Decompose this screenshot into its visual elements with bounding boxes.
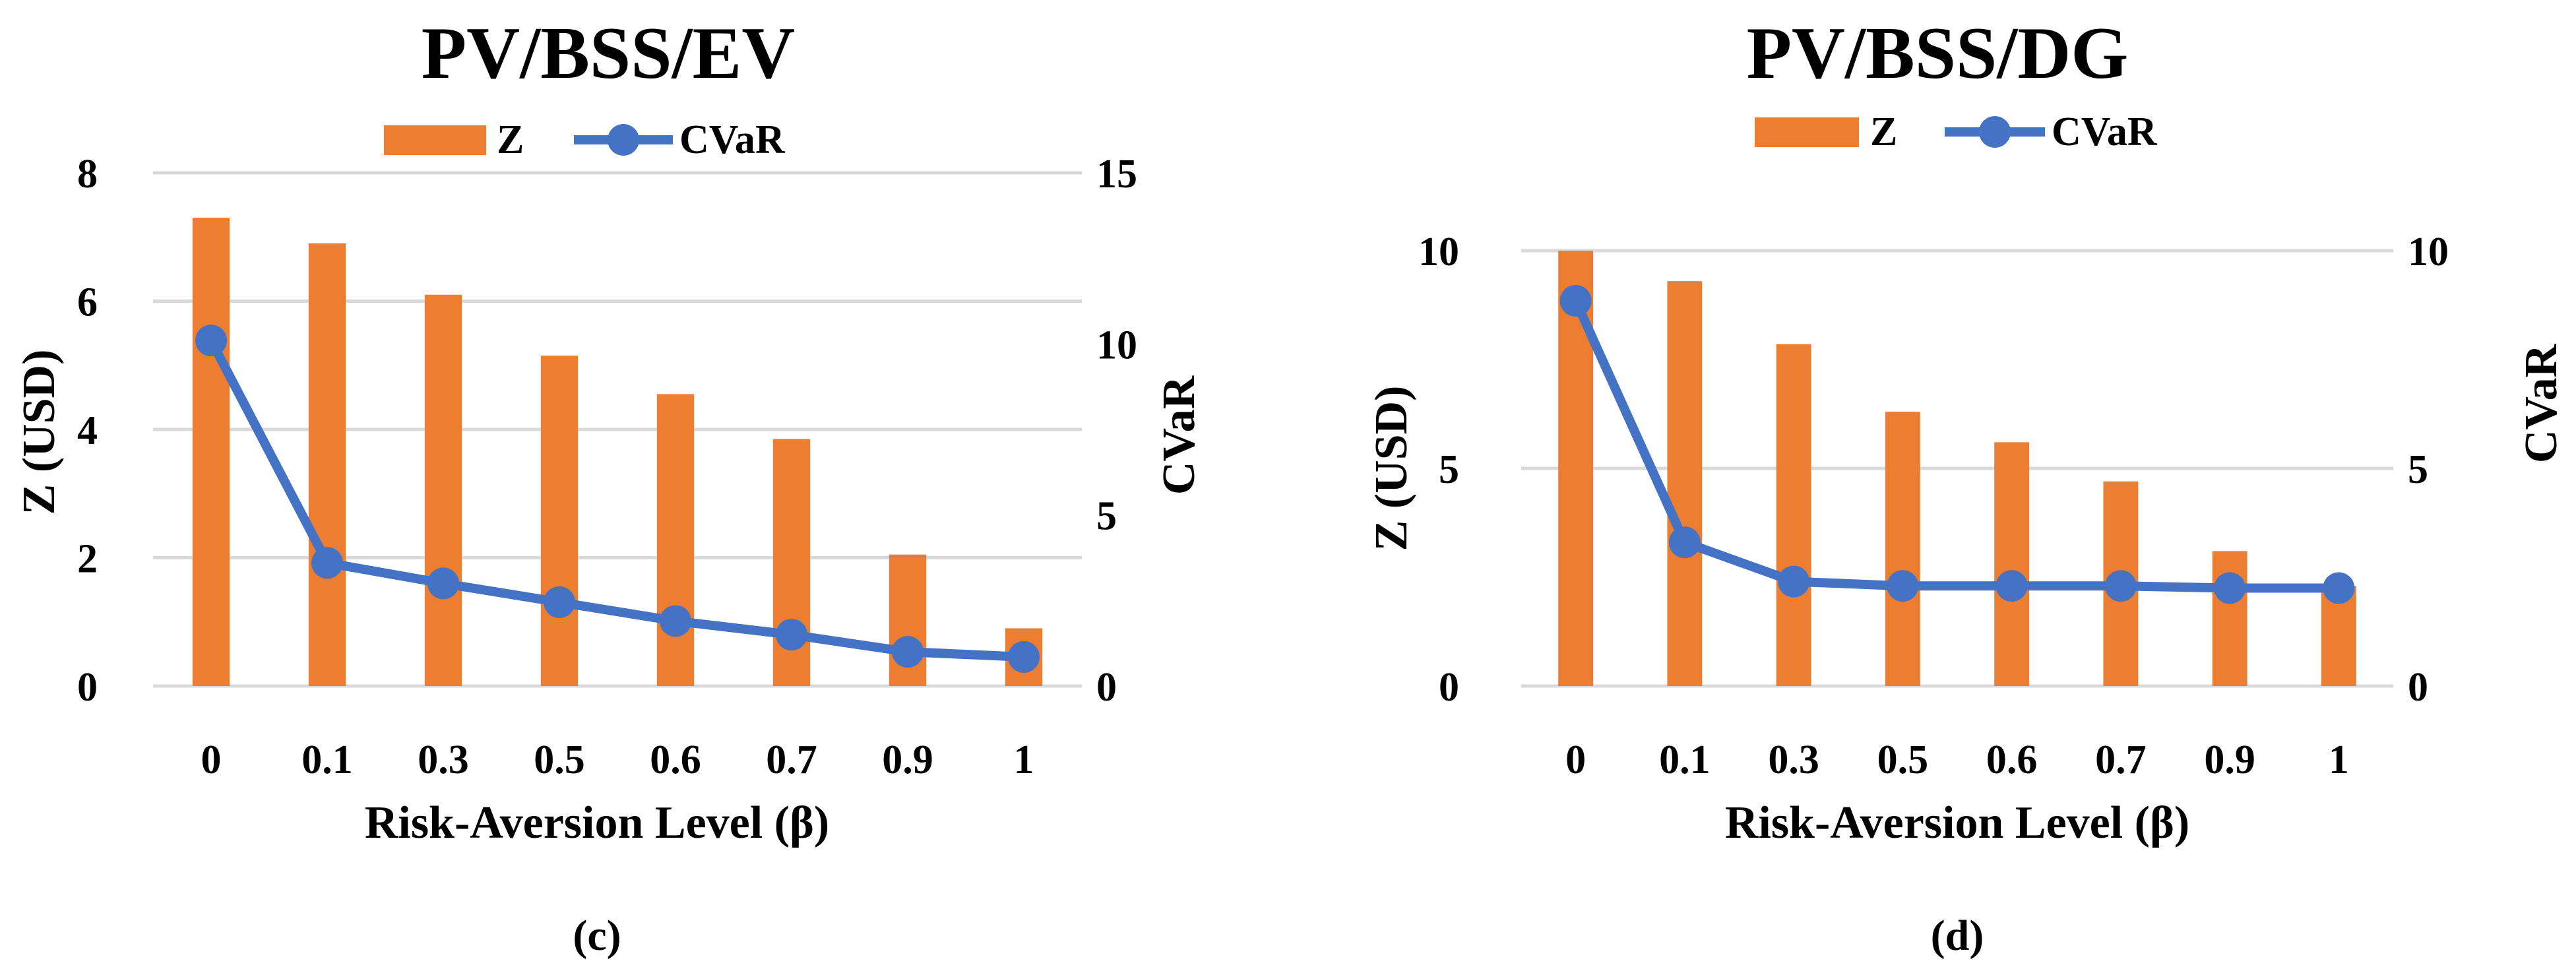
legend-label-cvar: CVaR: [2052, 110, 2158, 154]
bar-z: [1885, 412, 1920, 686]
y2-tick-label: 0: [2408, 665, 2428, 710]
caption-close-paren: ): [1969, 912, 1984, 960]
legend-marker-cvar: [608, 124, 639, 156]
x-axis-ticks: 0 0.1 0.3 0.5 0.6 0.7 0.9 1: [201, 737, 1034, 782]
cvar-point: [776, 619, 807, 651]
y2-axis-ticks: 0 5 10 15: [1096, 152, 1137, 710]
bar-z: [540, 356, 579, 686]
y2-axis-title: CVaR: [2516, 343, 2567, 463]
x-tick-label: 0.3: [1768, 737, 1819, 782]
x-tick-label: 0.5: [534, 737, 585, 782]
chart-panel-c: PV/BSS/EV Z CVaR 0 2 4 6 8 0 5 10 15 0 0.1 0.3 0.5…: [14, 13, 1205, 960]
bar-z: [2212, 551, 2247, 686]
line-series-cvar: [195, 325, 1040, 673]
cvar-point: [1995, 570, 2028, 602]
x-tick-label: 0.7: [2095, 737, 2147, 782]
cvar-point: [2104, 570, 2137, 602]
bar-z: [308, 243, 346, 687]
x-tick-label: 0: [201, 737, 222, 782]
x-tick-label: 0.3: [418, 737, 469, 782]
legend-swatch-z: [384, 125, 486, 155]
y2-axis-ticks: 0 5 10: [2408, 230, 2449, 710]
y-tick-label: 2: [77, 537, 98, 582]
x-tick-label: 0.6: [650, 737, 701, 782]
caption-open-paren: (: [1931, 912, 1945, 960]
bar-z: [192, 218, 230, 686]
cvar-point: [2323, 572, 2355, 604]
y2-tick-label: 5: [2408, 447, 2428, 492]
cvar-point: [1559, 284, 1592, 317]
line-series-cvar: [1559, 284, 2355, 604]
caption-close-paren: ): [607, 912, 621, 960]
x-tick-label: 0.6: [1986, 737, 2038, 782]
y-tick-label: 4: [77, 408, 98, 453]
y-axis-ticks: 0 2 4 6 8: [77, 152, 98, 710]
y2-axis-title: CVaR: [1154, 375, 1205, 495]
panel-caption: (c): [573, 912, 621, 960]
x-axis-title: Risk-Aversion Level (β): [1725, 798, 2189, 848]
y-tick-label: 8: [77, 152, 98, 197]
gridlines: [1521, 249, 2393, 688]
caption-letter: c: [587, 912, 606, 960]
panel-caption: (d): [1931, 912, 1984, 960]
gridlines: [153, 171, 1082, 688]
y-tick-label: 10: [1418, 230, 1459, 274]
caption-letter: d: [1945, 912, 1970, 960]
bar-z: [424, 294, 462, 686]
x-tick-label: 0.5: [1877, 737, 1929, 782]
x-tick-label: 1: [1014, 737, 1034, 782]
legend-label-z: Z: [1870, 110, 1897, 154]
cvar-line: [206, 338, 1024, 662]
chart-panel-d: PV/BSS/DG Z CVaR 0 5 10 0 5 10 0 0.1 0.3 0.5 0.6…: [1366, 13, 2567, 960]
cvar-point: [892, 636, 924, 668]
cvar-point: [311, 547, 343, 579]
legend-label-cvar: CVaR: [679, 117, 786, 162]
x-tick-label: 1: [2329, 737, 2349, 782]
x-axis-title: Risk-Aversion Level (β): [365, 798, 829, 848]
caption-open-paren: (: [573, 912, 587, 960]
bar-z: [1667, 281, 1703, 686]
legend: Z CVaR: [1755, 110, 2158, 154]
y2-tick-label: 10: [2408, 230, 2449, 274]
bar-z: [656, 394, 695, 686]
y2-tick-label: 5: [1096, 494, 1117, 539]
cvar-point: [1778, 565, 1810, 598]
x-tick-label: 0.9: [882, 737, 933, 782]
y-tick-label: 0: [1439, 665, 1459, 710]
x-tick-label: 0.1: [301, 737, 353, 782]
y-tick-label: 0: [77, 665, 98, 710]
cvar-point: [427, 567, 459, 600]
x-tick-label: 0: [1565, 737, 1586, 782]
legend-label-z: Z: [497, 117, 524, 162]
legend-marker-cvar: [1979, 116, 2011, 148]
y2-tick-label: 0: [1096, 665, 1117, 710]
x-axis-ticks: 0 0.1 0.3 0.5 0.6 0.7 0.9 1: [1565, 737, 2349, 782]
y-tick-label: 5: [1439, 447, 1459, 492]
cvar-point: [1668, 526, 1701, 559]
cvar-point: [2214, 572, 2246, 604]
cvar-point: [1008, 641, 1040, 673]
cvar-point: [660, 605, 691, 637]
chart-title: PV/BSS/DG: [1747, 13, 2129, 94]
y-tick-label: 6: [77, 280, 98, 325]
legend: Z CVaR: [384, 117, 786, 162]
y2-tick-label: 15: [1096, 152, 1137, 197]
legend-swatch-z: [1755, 117, 1859, 147]
bar-z: [1994, 442, 2030, 686]
cvar-point: [195, 325, 227, 357]
x-tick-label: 0.9: [2204, 737, 2255, 782]
y-axis-title: Z (USD): [1366, 386, 1417, 551]
y2-tick-label: 10: [1096, 323, 1137, 367]
cvar-line: [1571, 299, 2339, 593]
x-tick-label: 0.7: [766, 737, 817, 782]
chart-title: PV/BSS/EV: [422, 13, 795, 94]
y-axis-ticks: 0 5 10: [1418, 230, 1459, 710]
x-tick-label: 0.1: [1659, 737, 1711, 782]
cvar-point: [544, 586, 575, 618]
y-axis-title: Z (USD): [14, 350, 65, 515]
cvar-point: [1887, 570, 1919, 602]
bar-z: [1776, 344, 1811, 686]
